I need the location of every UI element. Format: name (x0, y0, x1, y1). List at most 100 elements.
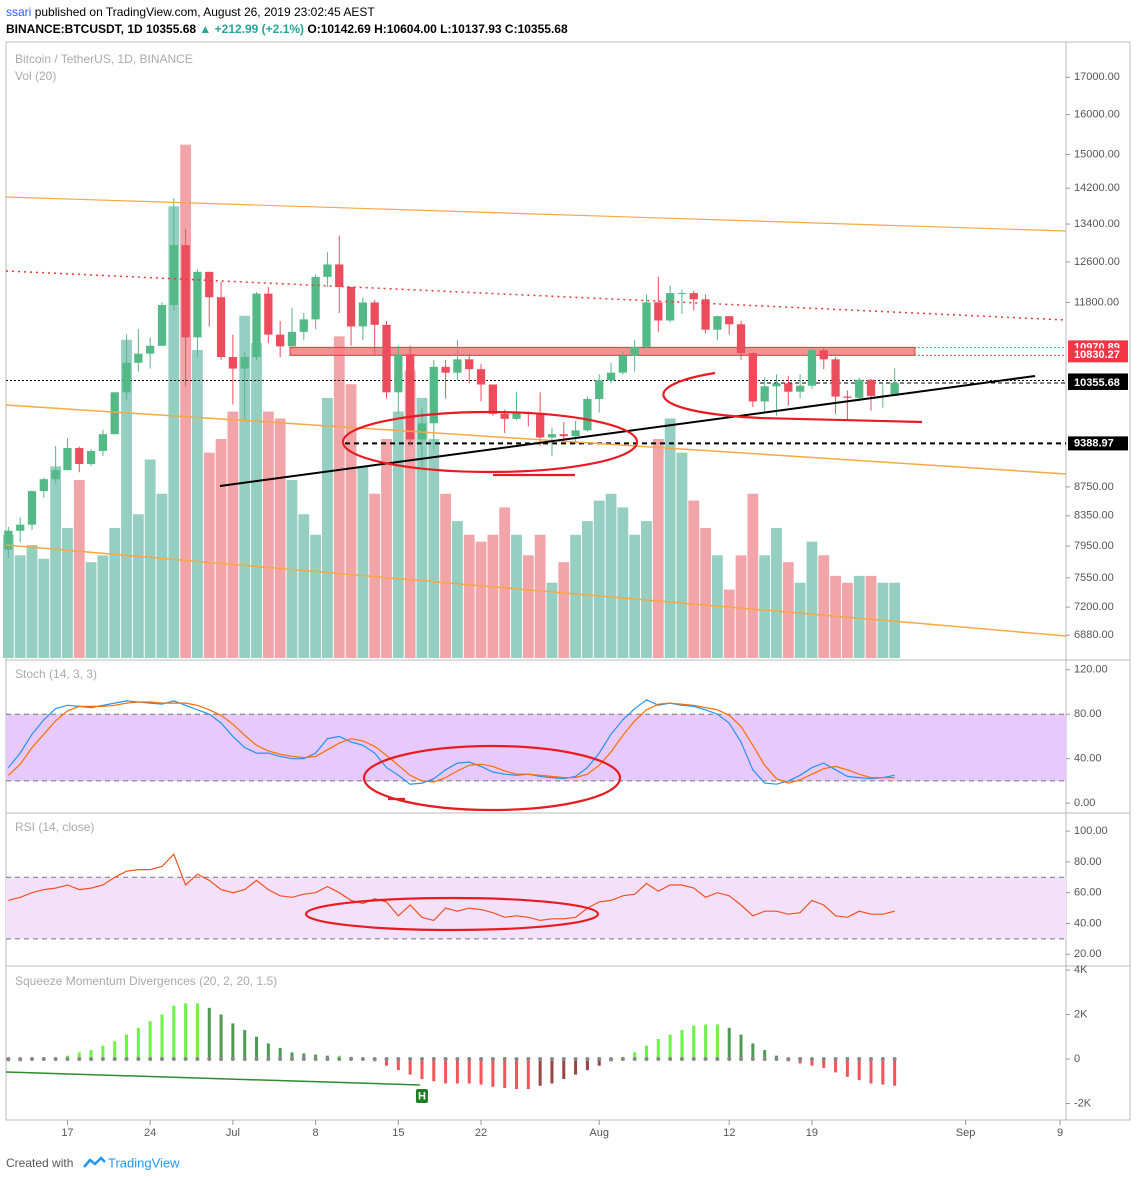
pane-title: Bitcoin / TetherUS, 1D, BINANCE (15, 52, 193, 66)
momentum-bar (810, 1059, 814, 1066)
candle-body (606, 372, 616, 381)
volume-bar (180, 144, 192, 658)
candle-body (665, 293, 675, 321)
candle-body (264, 293, 273, 335)
volume-bar (806, 541, 818, 658)
volume-bar (369, 493, 381, 658)
trend-line (5, 404, 1067, 475)
candle-body (16, 524, 25, 531)
candle-body (39, 479, 48, 492)
volume-bar (475, 541, 487, 658)
volume-bar (570, 534, 581, 658)
candle-body (299, 319, 308, 332)
volume-bar (215, 438, 227, 658)
volume-bar (50, 466, 62, 658)
momentum-bar (798, 1059, 802, 1064)
momentum-bar (89, 1050, 93, 1060)
candle-body (512, 411, 521, 419)
candle-body (157, 305, 167, 346)
candle-body (866, 379, 876, 396)
candle-body (4, 530, 13, 550)
price-level-label: 9388.97 (1074, 437, 1114, 449)
squeeze-dot (455, 1057, 460, 1062)
volume-bar (452, 521, 463, 658)
candle-body (346, 286, 356, 327)
price-level-label: 10830.27 (1074, 349, 1120, 361)
squeeze-dot (372, 1057, 377, 1062)
squeeze-dot (77, 1057, 82, 1062)
volume-bar (700, 527, 711, 658)
volume-bar (652, 438, 664, 658)
volume-bar (581, 521, 593, 658)
candle-body (618, 355, 627, 373)
volume-bar (499, 507, 511, 658)
volume-bar (747, 493, 759, 658)
squeeze-dot (254, 1057, 259, 1062)
momentum-bar (550, 1059, 554, 1084)
volume-bar (62, 527, 73, 658)
momentum-bar (148, 1021, 152, 1060)
x-tick-label: 8 (313, 1127, 319, 1139)
squeeze-dot (609, 1057, 614, 1062)
author[interactable]: ssari (6, 5, 31, 19)
volume-bar (641, 521, 652, 658)
squeeze-dot (337, 1057, 342, 1062)
volume-bar (865, 575, 877, 658)
x-tick-label: 15 (392, 1127, 404, 1139)
hand-stroke (662, 371, 923, 424)
momentum-bar (526, 1059, 530, 1090)
momentum-bar (278, 1047, 282, 1060)
momentum-bar (219, 1014, 223, 1060)
squeeze-dot (207, 1057, 212, 1062)
candle-body (193, 271, 202, 338)
volume-bar (617, 507, 629, 658)
momentum-bar (160, 1014, 164, 1060)
y-tick-label: 8350.00 (1074, 510, 1114, 522)
price-level-box (1068, 436, 1128, 451)
y-tick-label: 40.00 (1074, 753, 1102, 765)
momentum-bar (562, 1059, 566, 1080)
squeeze-dot (408, 1057, 413, 1062)
squeeze-dot (159, 1057, 164, 1062)
momentum-bar (727, 1027, 731, 1060)
candle-body (134, 353, 143, 363)
volume-bar (239, 315, 251, 658)
squeeze-dot (219, 1057, 224, 1062)
candle-body (323, 264, 332, 277)
volume-bar (534, 534, 546, 658)
squeeze-dot (715, 1057, 720, 1062)
momentum-bar (574, 1059, 578, 1075)
momentum-bar (491, 1059, 495, 1087)
y-tick-label: 120.00 (1074, 664, 1108, 676)
momentum-bar (751, 1043, 755, 1060)
squeeze-dot (443, 1057, 448, 1062)
squeeze-dot (549, 1057, 554, 1062)
squeeze-dot (325, 1057, 330, 1062)
candle-body (571, 430, 580, 437)
candle-body (701, 299, 710, 330)
volume-bar (132, 514, 144, 658)
momentum-bar (467, 1059, 471, 1084)
momentum-bar (243, 1030, 247, 1060)
squeeze-dot (396, 1057, 401, 1062)
candle-body (122, 362, 131, 393)
squeeze-dot (585, 1057, 590, 1062)
momentum-bar (172, 1005, 176, 1060)
y-tick-label: -2K (1074, 1097, 1092, 1109)
momentum-bar (231, 1023, 235, 1060)
volume-bar (38, 558, 50, 658)
y-tick-label: 16000.00 (1074, 109, 1120, 121)
footer-brand[interactable]: TradingView (108, 1155, 180, 1170)
squeeze-dot (644, 1057, 649, 1062)
volume-bar (310, 534, 322, 658)
y-tick-label: 12600.00 (1074, 256, 1120, 268)
volume-bar (203, 452, 215, 658)
squeeze-dot (798, 1057, 803, 1062)
volume-bar (14, 555, 26, 658)
momentum-bar (739, 1034, 743, 1060)
y-tick-label: 7950.00 (1074, 540, 1114, 552)
candle-body (335, 264, 344, 287)
volume-bar (511, 534, 522, 658)
candle-body (488, 384, 498, 414)
